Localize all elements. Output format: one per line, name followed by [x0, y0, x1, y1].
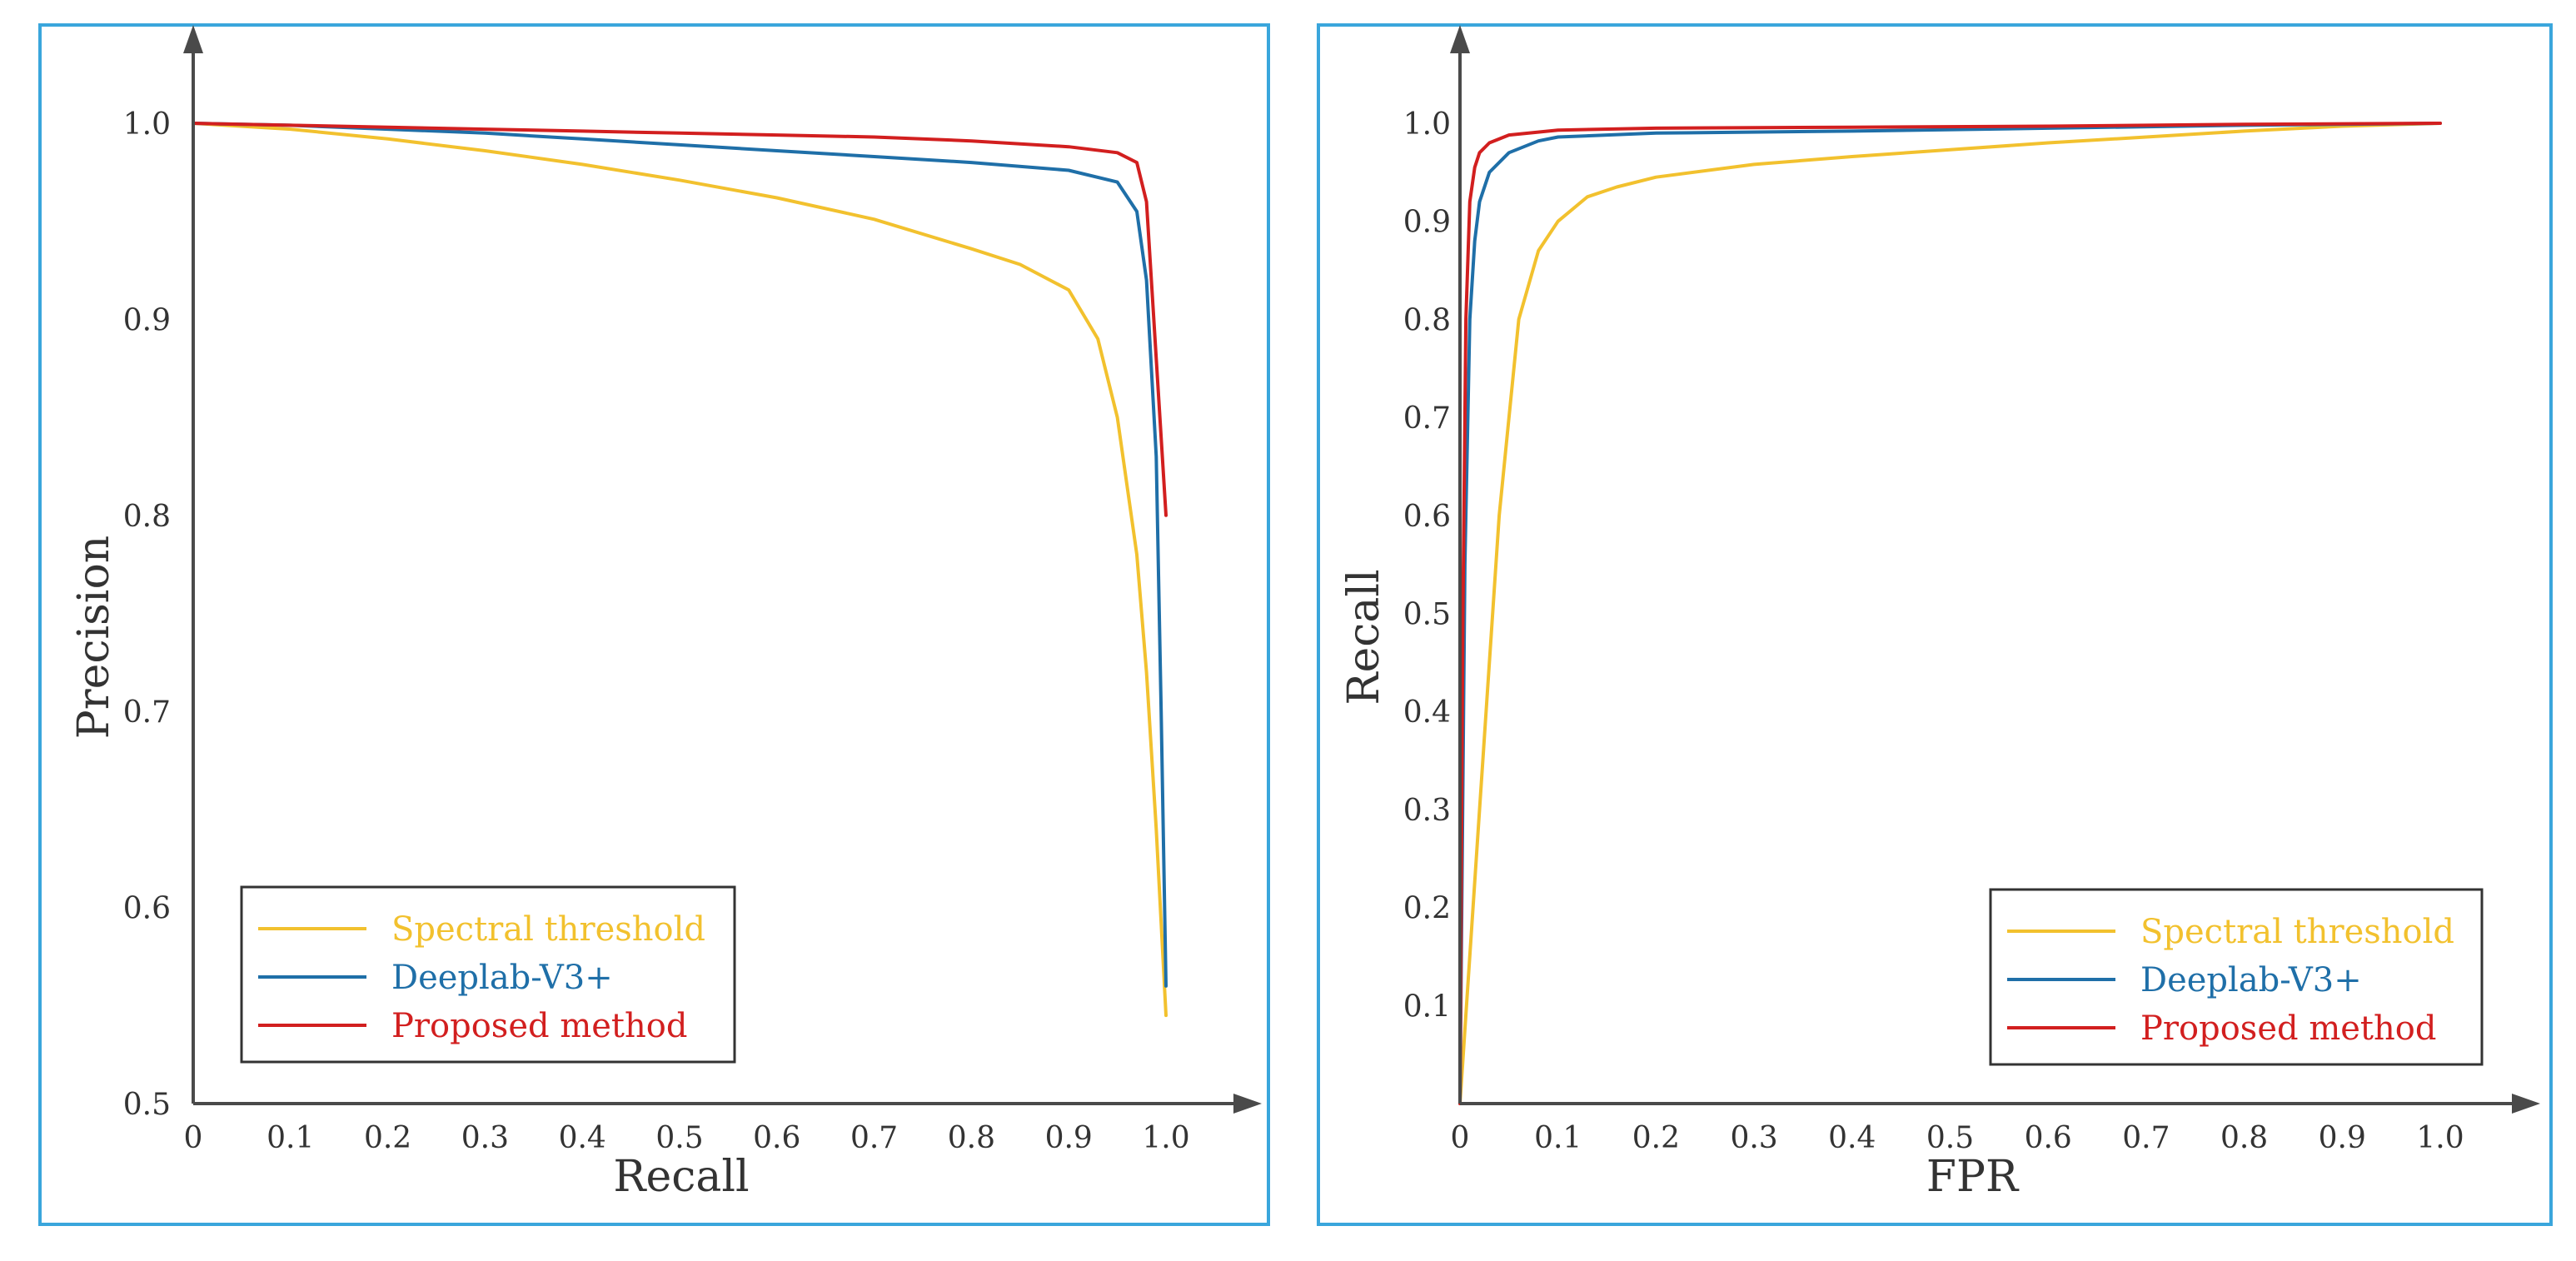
legend-box	[1989, 888, 2484, 1066]
x-tick-label: 0.4	[559, 1121, 606, 1155]
x-tick-label: 0.2	[1632, 1121, 1680, 1155]
x-tick-label: 0.3	[1730, 1121, 1777, 1155]
legend-label: Spectral threshold	[391, 910, 705, 949]
legend-label: Proposed method	[391, 1007, 687, 1045]
y-tick-label: 0.6	[123, 892, 171, 926]
x-tick-label: 0.9	[2319, 1121, 2366, 1155]
tick-labels: 0 0.1 0.2 0.3 0.4 0.5 0.6 0.7 0.8 0.9 1.0 0.1 0.2 0.3…	[1403, 107, 2464, 1155]
legend-label: Deeplab-V3+	[2140, 961, 2362, 999]
y-axis-arrow	[1450, 25, 1470, 53]
x-tick-label: 1.0	[1142, 1121, 1189, 1155]
tick-labels: 0 0.1 0.2 0.3 0.4 0.5 0.6 0.7 0.8 0.9 1.0 0.5 0.6 0.7…	[123, 107, 1190, 1155]
series-layer	[192, 122, 1168, 1018]
series-layer	[1458, 122, 2442, 1105]
axes-layer	[1450, 25, 2540, 1114]
panel-frame	[38, 23, 1270, 1226]
series-line-deeplab	[1458, 122, 2442, 1105]
y-axis-label: Precision	[69, 536, 119, 740]
x-axis-label: FPR	[1926, 1152, 2020, 1202]
y-tick-label: 0.4	[1403, 695, 1451, 730]
legend-label: Proposed method	[2140, 1009, 2436, 1048]
y-tick-label: 0.3	[1403, 794, 1451, 828]
x-tick-label: 0.3	[461, 1121, 509, 1155]
x-tick-label: 1.0	[2416, 1121, 2464, 1155]
x-tick-label: 0.1	[267, 1121, 314, 1155]
x-tick-label: 0.5	[655, 1121, 703, 1155]
x-tick-label: 0.7	[2122, 1121, 2170, 1155]
y-tick-label: 0.6	[1403, 500, 1451, 534]
legend-label: Deeplab-V3+	[391, 959, 613, 997]
series-line-spectral	[1458, 122, 2442, 1105]
roc-panel: 0 0.1 0.2 0.3 0.4 0.5 0.6 0.7 0.8 0.9 1.0 0.1 0.2 0.3…	[1317, 23, 2553, 1226]
y-tick-label: 0.8	[123, 500, 171, 534]
y-tick-label: 1.0	[123, 107, 171, 142]
legend-box	[240, 885, 736, 1064]
series-line-proposed	[192, 122, 1168, 517]
x-tick-label: 0.6	[753, 1121, 800, 1155]
y-tick-label: 0.1	[1403, 989, 1451, 1024]
x-axis-arrow	[2512, 1094, 2540, 1114]
legend: Spectral threshold Deeplab-V3+ Proposed me…	[240, 885, 736, 1064]
x-tick-label: 0.6	[2025, 1121, 2072, 1155]
y-tick-label: 0.5	[1403, 598, 1451, 632]
x-tick-label: 0.1	[1534, 1121, 1582, 1155]
x-tick-label: 0	[1451, 1121, 1470, 1155]
series-line-deeplab	[192, 122, 1168, 988]
x-tick-label: 0.2	[364, 1121, 411, 1155]
x-tick-label: 0.7	[850, 1121, 898, 1155]
legend-label: Spectral threshold	[2140, 913, 2454, 951]
x-tick-label: 0.9	[1045, 1121, 1093, 1155]
x-tick-label: 0.4	[1828, 1121, 1876, 1155]
x-tick-label: 0.8	[948, 1121, 995, 1155]
y-tick-label: 0.9	[1403, 206, 1451, 240]
y-tick-label: 0.7	[1403, 401, 1451, 436]
legend: Spectral threshold Deeplab-V3+ Proposed me…	[1989, 888, 2484, 1066]
y-axis-arrow	[183, 25, 203, 53]
x-tick-label: 0.8	[2220, 1121, 2268, 1155]
y-axis-label: Recall	[1339, 569, 1389, 705]
axes-layer	[183, 25, 1262, 1114]
series-line-proposed	[1458, 122, 2442, 1105]
y-tick-label: 0.7	[123, 695, 171, 730]
y-tick-label: 0.9	[123, 303, 171, 337]
x-axis-arrow	[1233, 1094, 1262, 1114]
y-tick-label: 0.8	[1403, 303, 1451, 337]
series-line-spectral	[192, 122, 1168, 1018]
y-tick-label: 0.2	[1403, 892, 1451, 926]
y-tick-label: 1.0	[1403, 107, 1451, 142]
x-tick-label: 0.5	[1926, 1121, 1974, 1155]
y-tick-label: 0.5	[123, 1088, 171, 1122]
precision-recall-panel: 0 0.1 0.2 0.3 0.4 0.5 0.6 0.7 0.8 0.9 1.0 0.5 0.6 0.7…	[38, 23, 1270, 1226]
panel-frame	[1317, 23, 2553, 1226]
x-tick-label: 0	[184, 1121, 203, 1155]
x-axis-label: Recall	[613, 1152, 749, 1202]
